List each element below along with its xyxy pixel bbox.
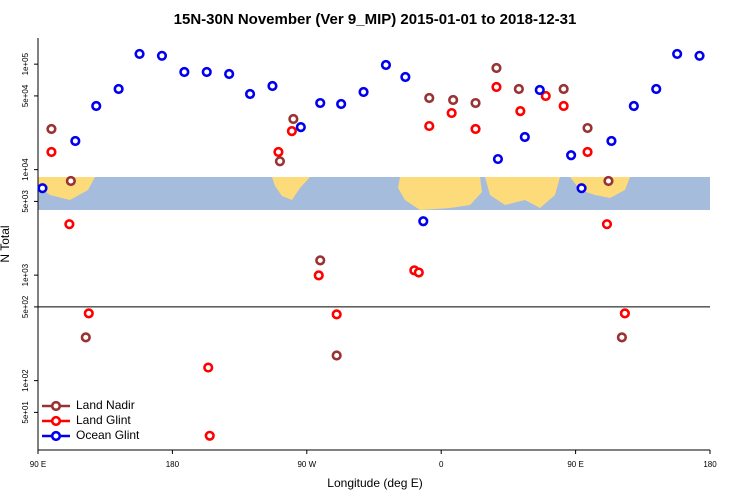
point bbox=[519, 131, 530, 143]
point bbox=[313, 270, 324, 281]
point bbox=[113, 83, 124, 95]
point bbox=[513, 83, 524, 95]
legend-marker bbox=[50, 430, 62, 442]
point bbox=[558, 83, 569, 95]
x-tick-label: 180 bbox=[166, 460, 180, 469]
y-tick-label: 1e+04 bbox=[21, 158, 30, 181]
y-tick-label: 5e+01 bbox=[21, 401, 30, 424]
point bbox=[46, 123, 57, 135]
point bbox=[203, 362, 214, 373]
point bbox=[331, 309, 342, 320]
point bbox=[534, 84, 545, 96]
point bbox=[651, 83, 662, 95]
x-tick-label: 180 bbox=[703, 460, 717, 469]
point bbox=[83, 308, 94, 319]
point bbox=[288, 113, 299, 125]
point bbox=[201, 66, 212, 78]
y-tick-label: 1e+02 bbox=[21, 369, 30, 392]
point bbox=[413, 267, 424, 278]
point bbox=[70, 135, 81, 147]
y-tick-label: 5e+03 bbox=[21, 190, 30, 213]
point bbox=[315, 97, 326, 109]
point bbox=[91, 100, 102, 112]
point bbox=[331, 350, 342, 361]
point bbox=[540, 90, 551, 102]
legend-marker bbox=[50, 415, 62, 427]
y-tick-label: 5e+04 bbox=[21, 84, 30, 107]
map-background bbox=[38, 177, 710, 210]
point bbox=[134, 48, 145, 60]
point bbox=[446, 107, 457, 119]
point bbox=[336, 98, 347, 110]
point bbox=[273, 146, 284, 158]
point bbox=[424, 92, 435, 104]
point bbox=[418, 216, 429, 227]
x-tick-label: 90 W bbox=[297, 460, 316, 469]
point bbox=[606, 135, 617, 147]
point bbox=[492, 153, 504, 165]
point bbox=[267, 80, 278, 92]
chart-title: 15N-30N November (Ver 9_MIP) 2015-01-01 … bbox=[174, 11, 577, 28]
point bbox=[582, 146, 593, 158]
point bbox=[566, 150, 577, 161]
x-tick-label: 90 E bbox=[567, 460, 583, 469]
point bbox=[582, 122, 593, 134]
point bbox=[601, 219, 613, 230]
legend-label: Ocean Glint bbox=[76, 428, 140, 442]
point bbox=[616, 332, 627, 343]
point bbox=[37, 183, 48, 194]
point bbox=[80, 332, 91, 343]
legend-label: Land Glint bbox=[76, 413, 131, 427]
point bbox=[295, 122, 306, 133]
point bbox=[65, 175, 76, 187]
point bbox=[224, 68, 235, 80]
point bbox=[619, 308, 630, 319]
x-tick-label: 0 bbox=[439, 460, 444, 469]
point bbox=[46, 146, 57, 158]
point bbox=[156, 50, 168, 61]
legend-marker bbox=[50, 400, 62, 412]
point bbox=[470, 123, 481, 135]
point bbox=[603, 175, 614, 187]
point bbox=[628, 100, 639, 112]
point bbox=[380, 59, 392, 71]
point bbox=[491, 62, 502, 74]
point bbox=[315, 255, 326, 266]
legend-label: Land Nadir bbox=[76, 398, 135, 412]
point bbox=[424, 120, 435, 132]
point bbox=[576, 183, 587, 194]
point bbox=[470, 97, 481, 109]
y-tick-label: 5e+02 bbox=[21, 295, 30, 318]
point bbox=[64, 219, 75, 230]
point bbox=[244, 88, 256, 100]
point bbox=[204, 430, 215, 441]
point bbox=[358, 86, 369, 98]
point bbox=[274, 156, 286, 167]
point bbox=[286, 125, 297, 137]
point bbox=[448, 94, 459, 106]
point bbox=[558, 100, 569, 112]
y-axis-label: N Total bbox=[0, 225, 12, 262]
x-axis-label: Longitude (deg E) bbox=[327, 476, 422, 490]
point bbox=[491, 81, 502, 93]
point bbox=[179, 66, 190, 78]
point bbox=[515, 105, 526, 117]
y-tick-label: 1e+05 bbox=[21, 52, 30, 75]
y-tick-label: 1e+03 bbox=[21, 263, 30, 286]
point bbox=[694, 50, 705, 61]
x-tick-label: 90 E bbox=[30, 460, 46, 469]
point bbox=[400, 71, 411, 83]
point bbox=[672, 48, 683, 60]
